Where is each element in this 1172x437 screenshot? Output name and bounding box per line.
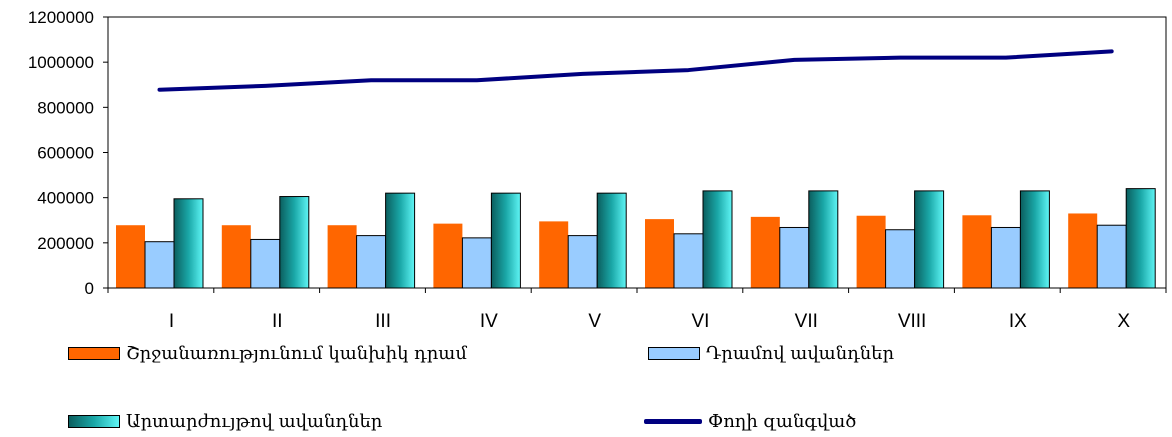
- bar-cash: [1068, 213, 1098, 288]
- bar-fx-deposits: [279, 196, 310, 289]
- bar-dram-deposits: [567, 235, 598, 289]
- plot-area-border: [107, 16, 1167, 289]
- x-tick-label: IX: [1009, 311, 1027, 332]
- bar-fx-deposits: [385, 192, 416, 289]
- bar-dram-deposits: [144, 241, 175, 289]
- y-tick-label: 800000: [37, 98, 94, 117]
- bar-cash: [116, 225, 145, 288]
- x-tick-label: IV: [480, 311, 498, 332]
- y-tick-label: 600000: [37, 144, 94, 163]
- bar-cash: [856, 215, 886, 288]
- bar-dram-deposits: [673, 233, 704, 289]
- bar-cash: [327, 225, 357, 288]
- x-tick-label: VIII: [898, 311, 927, 332]
- x-tick-label: III: [375, 311, 391, 332]
- y-tick-label: 1000000: [28, 53, 94, 72]
- bar-dram-deposits: [1096, 224, 1127, 289]
- bar-fx-deposits: [702, 190, 733, 289]
- bar-fx-deposits: [808, 190, 839, 289]
- bar-dram-deposits: [885, 229, 916, 289]
- y-tick-label: 0: [85, 279, 94, 298]
- x-tick-label: X: [1117, 311, 1130, 332]
- y-tick-label: 400000: [37, 189, 94, 208]
- bar-fx-deposits: [490, 192, 521, 289]
- bar-dram-deposits: [250, 238, 281, 289]
- bar-dram-deposits: [461, 237, 492, 289]
- line-money-supply: [157, 49, 1114, 92]
- bar-fx-deposits: [596, 192, 627, 289]
- bar-fx-deposits: [1019, 190, 1050, 289]
- x-tick-label: I: [169, 311, 174, 332]
- bar-fx-deposits: [173, 198, 204, 289]
- bar-dram-deposits: [779, 226, 810, 289]
- x-tick-label: VI: [692, 311, 710, 332]
- bar-cash: [539, 221, 569, 288]
- bar-cash: [221, 225, 251, 288]
- bar-dram-deposits: [990, 226, 1021, 289]
- bar-fx-deposits: [1125, 188, 1156, 289]
- y-tick-label: 200000: [37, 234, 94, 253]
- bar-cash: [433, 223, 463, 288]
- bar-cash: [962, 215, 992, 288]
- y-tick-label: 1200000: [28, 8, 94, 27]
- bar-cash: [750, 216, 780, 288]
- x-tick-label: V: [588, 311, 601, 332]
- bar-cash: [645, 219, 674, 288]
- x-tick-label: II: [272, 311, 283, 332]
- bar-dram-deposits: [356, 235, 387, 289]
- x-tick-label: VII: [795, 311, 818, 332]
- bar-fx-deposits: [914, 190, 945, 289]
